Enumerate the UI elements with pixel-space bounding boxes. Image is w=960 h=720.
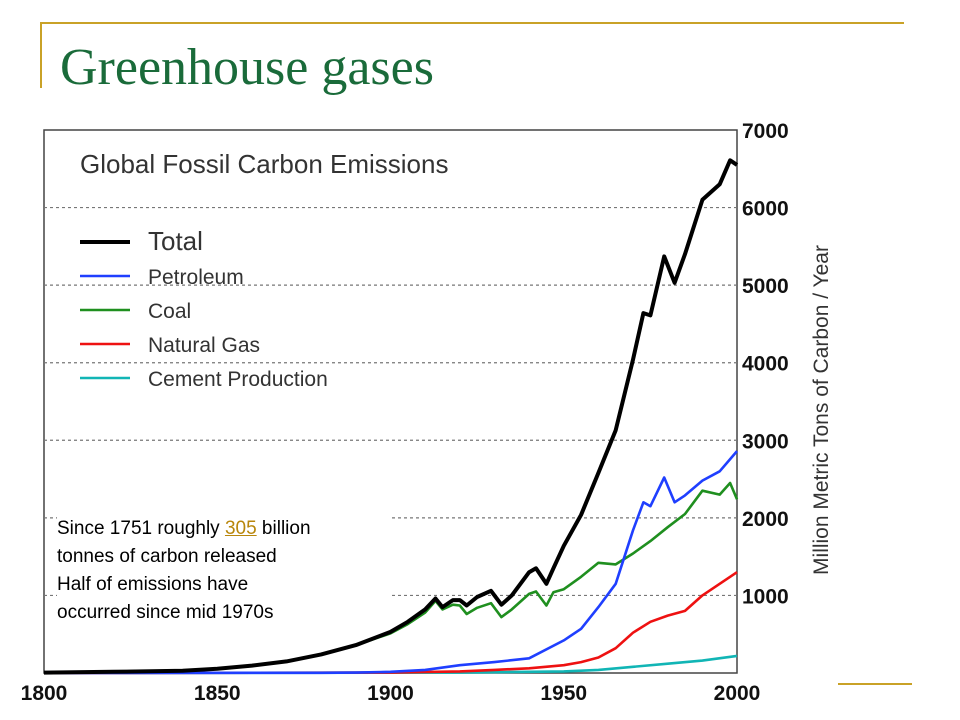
- y-tick-label-3000: 3000: [742, 430, 789, 453]
- y-tick-label-1000: 1000: [742, 585, 789, 608]
- chart-title: Global Fossil Carbon Emissions: [80, 149, 448, 179]
- y-tick-label-4000: 4000: [742, 353, 789, 376]
- y-tick-label-6000: 6000: [742, 198, 789, 221]
- slide-title: Greenhouse gases: [60, 39, 434, 96]
- series-line-total: [43, 158, 739, 675]
- annotation-note: Since 1751 roughly 305 billion tonnes of…: [57, 515, 392, 627]
- x-tick-label-1800: 1800: [21, 682, 68, 705]
- note-line3: Half of emissions have: [57, 574, 249, 595]
- y-tick-label-2000: 2000: [742, 508, 789, 531]
- slide-top-rule: [40, 22, 904, 24]
- series-line-natural-gas: [43, 571, 738, 675]
- note-link-value[interactable]: 305: [224, 518, 257, 539]
- legend-label-coal: Coal: [148, 300, 191, 323]
- note-line1-suffix: billion: [256, 518, 311, 539]
- series-line-petroleum: [43, 450, 738, 675]
- note-line2: tonnes of carbon released: [57, 546, 277, 567]
- x-tick-label-1850: 1850: [194, 682, 241, 705]
- slide-bottom-right-rule: [838, 683, 912, 685]
- legend-label-total: Total: [148, 226, 203, 256]
- note-line4: occurred since mid 1970s: [57, 602, 274, 623]
- legend-label-cement-production: Cement Production: [148, 368, 328, 391]
- y-tick-label-5000: 5000: [742, 275, 789, 298]
- note-line1-prefix: Since 1751 roughly: [57, 518, 225, 539]
- y-tick-label-7000: 7000: [742, 120, 789, 143]
- legend-label-natural-gas: Natural Gas: [148, 334, 260, 357]
- x-tick-label-2000: 2000: [714, 682, 761, 705]
- series-line-cement-production: [43, 654, 738, 675]
- x-tick-label-1900: 1900: [367, 682, 414, 705]
- x-tick-label-1950: 1950: [540, 682, 587, 705]
- slide-left-rule: [40, 22, 42, 88]
- y-axis-label: Million Metric Tons of Carbon / Year: [810, 245, 833, 575]
- legend-label-petroleum: Petroleum: [148, 266, 244, 289]
